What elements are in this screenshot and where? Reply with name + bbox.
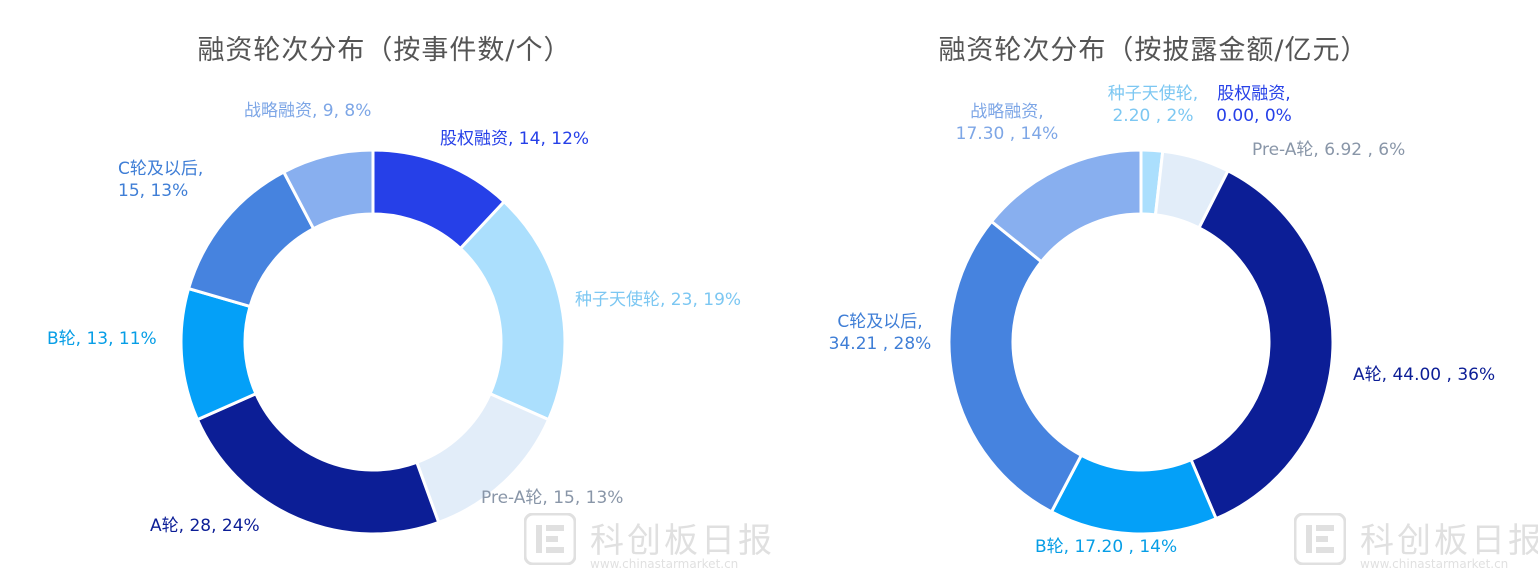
data-label-b轮: B轮, 17.20 , 14% bbox=[1035, 536, 1177, 558]
chart-events: 融资轮次分布（按事件数/个） 科创板日报 www.chinastarmarket… bbox=[47, 35, 772, 571]
label-value: , 28, 24% bbox=[178, 516, 260, 536]
chart-title: 融资轮次分布（按事件数/个） bbox=[197, 35, 572, 66]
label-value: , 23, 19% bbox=[660, 290, 742, 310]
chart-title: 融资轮次分布（按披露金额/亿元） bbox=[938, 35, 1369, 66]
label-value: , 17.20 , 14% bbox=[1063, 537, 1178, 557]
data-label-股权融资: 股权融资, 0.00, 0% bbox=[1209, 83, 1299, 127]
donut-chart bbox=[947, 148, 1335, 536]
label-value: , 44.00 , 36% bbox=[1381, 365, 1496, 385]
label-value: 15, 13% bbox=[118, 181, 189, 201]
label-name: 股权融资, bbox=[1217, 84, 1291, 104]
slice-b轮 bbox=[179, 286, 258, 422]
donut-chart bbox=[179, 148, 567, 536]
data-label-战略融资: 战略融资, 9, 8% bbox=[244, 100, 371, 122]
slice-战略融资 bbox=[281, 148, 375, 231]
label-name: C轮及以后, bbox=[118, 159, 204, 179]
label-name: 种子天使轮 bbox=[575, 290, 660, 310]
label-value: 0.00, 0% bbox=[1216, 106, 1292, 126]
label-name: 股权融资 bbox=[440, 129, 508, 149]
label-name: 战略融资, bbox=[970, 102, 1044, 122]
label-name: B轮 bbox=[47, 329, 76, 349]
data-label-pre-a轮: Pre-A轮, 15, 13% bbox=[481, 487, 623, 509]
data-label-a轮: A轮, 28, 24% bbox=[150, 515, 260, 537]
data-label-种子天使轮: 种子天使轮, 2.20 , 2% bbox=[1097, 83, 1209, 127]
label-name: B轮 bbox=[1035, 537, 1064, 557]
label-name: Pre-A轮 bbox=[1252, 140, 1314, 160]
label-value: , 6.92 , 6% bbox=[1313, 140, 1406, 160]
label-name: C轮及以后, bbox=[837, 312, 923, 332]
slice-a轮 bbox=[1189, 168, 1335, 521]
data-label-c轮及以后: C轮及以后, 15, 13% bbox=[118, 158, 203, 202]
label-name: A轮 bbox=[150, 516, 179, 536]
label-value: , 15, 13% bbox=[542, 488, 624, 508]
label-name: 种子天使轮, bbox=[1107, 84, 1199, 104]
label-value: 17.30 , 14% bbox=[955, 124, 1059, 144]
data-label-战略融资: 战略融资, 17.30 , 14% bbox=[955, 101, 1059, 145]
data-label-c轮及以后: C轮及以后, 34.21 , 28% bbox=[828, 311, 932, 355]
slice-c轮及以后 bbox=[947, 219, 1084, 514]
data-label-b轮: B轮, 13, 11% bbox=[47, 328, 157, 350]
label-value: , 14, 12% bbox=[508, 129, 590, 149]
label-value: 2.20 , 2% bbox=[1112, 106, 1194, 126]
label-name: Pre-A轮 bbox=[481, 488, 543, 508]
data-label-a轮: A轮, 44.00 , 36% bbox=[1353, 364, 1495, 386]
chart-amount: 融资轮次分布（按披露金额/亿元） 科创板日报 www.chinastarmark… bbox=[769, 0, 1538, 586]
slice-a轮 bbox=[195, 391, 441, 536]
label-name: 战略融资 bbox=[244, 101, 312, 121]
label-value: , 13, 11% bbox=[75, 329, 157, 349]
label-value: 34.21 , 28% bbox=[828, 334, 932, 354]
data-label-pre-a轮: Pre-A轮, 6.92 , 6% bbox=[1252, 139, 1405, 161]
label-name: A轮 bbox=[1353, 365, 1382, 385]
slice-战略融资 bbox=[989, 148, 1143, 264]
label-value: , 9, 8% bbox=[312, 101, 372, 121]
data-label-股权融资: 股权融资, 14, 12% bbox=[440, 128, 589, 150]
data-label-种子天使轮: 种子天使轮, 23, 19% bbox=[575, 289, 741, 311]
slice-种子天使轮 bbox=[458, 199, 567, 422]
